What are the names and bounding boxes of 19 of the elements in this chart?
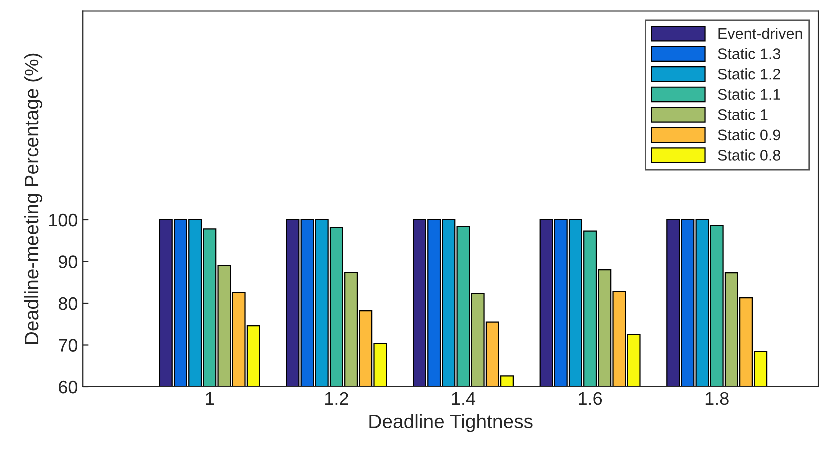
- x-tick-label: 1.4: [452, 392, 476, 405]
- legend-label: Static 0.8: [718, 150, 781, 161]
- y-tick-label: 80: [58, 297, 78, 310]
- y-axis-title: Deadline-meeting Percentage (%): [24, 54, 43, 344]
- legend-label: Event-driven: [718, 28, 802, 40]
- y-tick-label: 70: [59, 339, 78, 352]
- x-tick-label: 1.8: [706, 392, 729, 406]
- legend-label: Static 0.9: [718, 129, 780, 141]
- legend-label: Static 1.2: [718, 68, 780, 80]
- legend-label: Static 1.1: [718, 88, 780, 100]
- y-tick-label: 100: [49, 214, 78, 227]
- legend-label: Static 1: [718, 109, 768, 120]
- x-tick-label: 1.6: [579, 392, 602, 406]
- x-axis-title: Deadline Tightness: [370, 414, 533, 432]
- y-tick-label: 60: [59, 380, 78, 394]
- x-tick-label: 1.2: [326, 392, 348, 405]
- y-tick-label: 90: [59, 256, 78, 268]
- x-tick-label: 1: [206, 392, 214, 405]
- legend-label: Static 1.3: [718, 48, 781, 60]
